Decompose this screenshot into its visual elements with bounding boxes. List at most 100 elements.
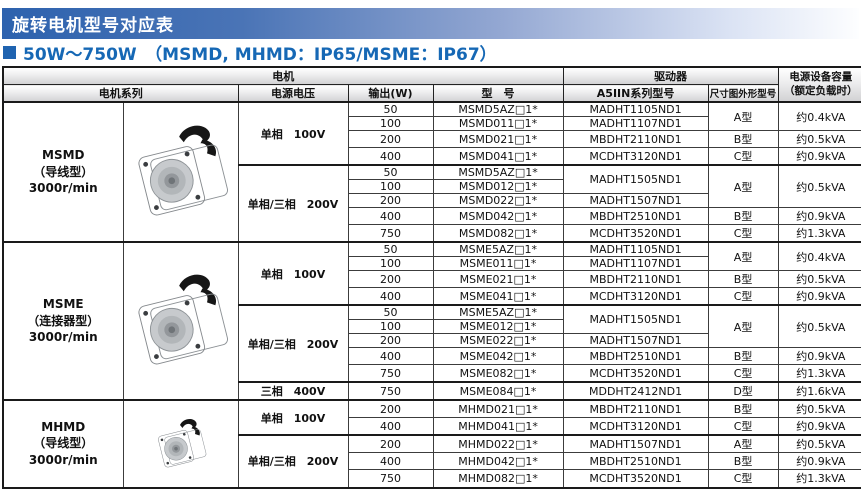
series-label-line: （连接器型） bbox=[27, 313, 100, 328]
table-row: 400 MSME041□1* MCDHT3120ND1 C型 约0.9kVA bbox=[3, 287, 861, 306]
model-cell: MSMD011□1* bbox=[432, 116, 564, 131]
output-cell: 400 bbox=[347, 287, 434, 306]
image-cell bbox=[122, 241, 239, 401]
table-row: 200 MSMD022□1* MADHT1507ND1 bbox=[3, 193, 861, 208]
model-cell: MSMD042□1* bbox=[432, 207, 564, 225]
header-model: 型 号 bbox=[432, 84, 564, 103]
model-cell: MSMD5AZ□1* bbox=[432, 101, 564, 117]
output-cell: 50 bbox=[347, 164, 434, 180]
capacity-cell: 约1.3kVA bbox=[777, 469, 861, 488]
output-cell: 50 bbox=[347, 241, 434, 257]
voltage-cell: 单相/三相 200V bbox=[237, 164, 349, 243]
table-row: 100 MSMD012□1* bbox=[3, 179, 861, 194]
series-label-line: MSME bbox=[42, 296, 84, 311]
series-label-line: 3000r/min bbox=[28, 330, 98, 345]
model-cell: MSMD082□1* bbox=[432, 224, 564, 243]
frame-cell: A型 bbox=[707, 241, 779, 271]
output-cell: 750 bbox=[347, 364, 434, 383]
capacity-cell: 约0.9kVA bbox=[777, 417, 861, 436]
output-cell: 400 bbox=[347, 347, 434, 365]
page-title-bar: 旋转电机型号对应表 bbox=[2, 8, 859, 39]
model-cell: MSMD021□1* bbox=[432, 130, 564, 148]
output-cell: 200 bbox=[347, 130, 434, 148]
image-cell bbox=[122, 399, 239, 488]
voltage-cell: 单相/三相 200V bbox=[237, 434, 349, 488]
table-row: MSMD （导线型） 3000r/min 单相 100V 50 MSMD5AZ□1* MA… bbox=[2, 101, 861, 243]
page-title: 旋转电机型号对应表 bbox=[12, 16, 174, 36]
output-cell: 750 bbox=[347, 469, 434, 488]
driver-cell: MBDHT2110ND1 bbox=[562, 130, 709, 148]
capacity-cell: 约1.6kVA bbox=[777, 381, 861, 401]
driver-cell: MCDHT3520ND1 bbox=[562, 364, 709, 383]
output-cell: 400 bbox=[347, 417, 434, 436]
capacity-cell: 约0.9kVA bbox=[777, 287, 861, 306]
frame-cell: C型 bbox=[707, 417, 779, 436]
output-cell: 50 bbox=[347, 304, 434, 320]
voltage-cell: 单相 100V bbox=[237, 241, 349, 306]
header-capacity-line1: 电源设备容量 bbox=[789, 71, 853, 84]
model-cell: MSME082□1* bbox=[432, 364, 564, 383]
frame-cell: B型 bbox=[707, 130, 779, 148]
output-cell: 100 bbox=[347, 179, 434, 194]
capacity-cell: 约0.9kVA bbox=[777, 452, 861, 470]
output-cell: 750 bbox=[347, 381, 434, 401]
table-body: MSMD （导线型） 3000r/min 单相 100V 50 MSMD5AZ□1* MA… bbox=[2, 101, 861, 488]
header-series: 电机系列 bbox=[2, 84, 239, 103]
table-row: MHMD （导线型） 3000r/min 单相 100V 200 MHMD021□1* M… bbox=[2, 399, 861, 488]
frame-cell: C型 bbox=[707, 364, 779, 383]
capacity-cell: 约0.5kVA bbox=[777, 164, 861, 208]
capacity-cell: 约1.3kVA bbox=[777, 364, 861, 383]
table-row: 100 MSME011□1* MADHT1107ND1 bbox=[3, 256, 861, 271]
table-row: 400 MSMD041□1* MCDHT3120ND1 C型 约0.9kVA bbox=[3, 147, 861, 166]
frame-cell: A型 bbox=[707, 101, 779, 131]
section-heading-text: 50W～750W （MSMD, MHMD：IP65/MSME：IP67） bbox=[23, 45, 497, 65]
model-cell: MSME021□1* bbox=[432, 270, 564, 288]
model-cell: MSME084□1* bbox=[432, 381, 564, 401]
capacity-cell: 约1.3kVA bbox=[777, 224, 861, 243]
table-row: 400 MSMD042□1* MBDHT2510ND1 B型 约0.9kVA bbox=[3, 207, 861, 225]
driver-cell: MADHT1107ND1 bbox=[562, 116, 709, 131]
driver-cell: MADHT1505ND1 bbox=[562, 304, 709, 334]
capacity-cell: 约0.9kVA bbox=[777, 147, 861, 166]
driver-cell: MBDHT2510ND1 bbox=[562, 207, 709, 225]
model-cell: MSMD022□1* bbox=[432, 193, 564, 208]
table-row: 单相/三相 200V 50 MSMD5AZ□1* MADHT1505ND1 A型 约0.5… bbox=[3, 164, 861, 243]
motor-image bbox=[157, 418, 206, 468]
driver-cell: MBDHT2110ND1 bbox=[562, 270, 709, 288]
frame-cell: A型 bbox=[707, 164, 779, 208]
table-row: 400 MSME042□1* MBDHT2510ND1 B型 约0.9kVA bbox=[3, 347, 861, 365]
header-frame: 尺寸图外形型号 bbox=[707, 84, 779, 103]
frame-cell: A型 bbox=[707, 304, 779, 348]
frame-cell: B型 bbox=[707, 207, 779, 225]
motor-driver-table: 电机 驱动器 电源设备容量 （额定负载时） 电机系列 电源电压 输出(W) 型 … bbox=[2, 66, 861, 489]
series-label-line: MSMD bbox=[42, 147, 85, 162]
model-cell: MSME012□1* bbox=[432, 319, 564, 334]
driver-cell: MCDHT3120ND1 bbox=[562, 417, 709, 436]
series-cell: MSME （连接器型） 3000r/min bbox=[2, 241, 124, 401]
capacity-cell: 约0.5kVA bbox=[777, 434, 861, 453]
capacity-cell: 约0.4kVA bbox=[777, 101, 861, 131]
header-capacity-line2: （额定负载时） bbox=[784, 84, 858, 97]
driver-cell: MADHT1507ND1 bbox=[562, 434, 709, 453]
driver-cell: MBDHT2510ND1 bbox=[562, 452, 709, 470]
frame-cell: C型 bbox=[707, 147, 779, 166]
series-cell: MHMD （导线型） 3000r/min bbox=[2, 399, 124, 488]
frame-cell: C型 bbox=[707, 224, 779, 243]
series-label-line: （导线型） bbox=[33, 436, 94, 451]
model-cell: MSME5AZ□1* bbox=[432, 241, 564, 257]
series-label-line: MHMD bbox=[41, 419, 86, 434]
output-cell: 400 bbox=[347, 207, 434, 225]
frame-cell: A型 bbox=[707, 434, 779, 453]
driver-cell: MADHT1505ND1 bbox=[562, 164, 709, 194]
output-cell: 400 bbox=[347, 452, 434, 470]
voltage-cell: 单相 100V bbox=[237, 399, 349, 436]
frame-cell: B型 bbox=[707, 452, 779, 470]
voltage-cell: 三相 400V bbox=[237, 381, 349, 401]
table-header: 电机 驱动器 电源设备容量 （额定负载时） 电机系列 电源电压 输出(W) 型 … bbox=[2, 66, 861, 103]
driver-cell: MADHT1105ND1 bbox=[562, 241, 709, 257]
table-row: 750 MSMD082□1* MCDHT3520ND1 C型 约1.3kVA bbox=[3, 224, 861, 243]
header-voltage: 电源电压 bbox=[237, 84, 349, 103]
header-output: 输出(W) bbox=[347, 84, 434, 103]
header-capacity: 电源设备容量 （额定负载时） bbox=[777, 66, 861, 103]
capacity-cell: 约0.9kVA bbox=[777, 347, 861, 365]
